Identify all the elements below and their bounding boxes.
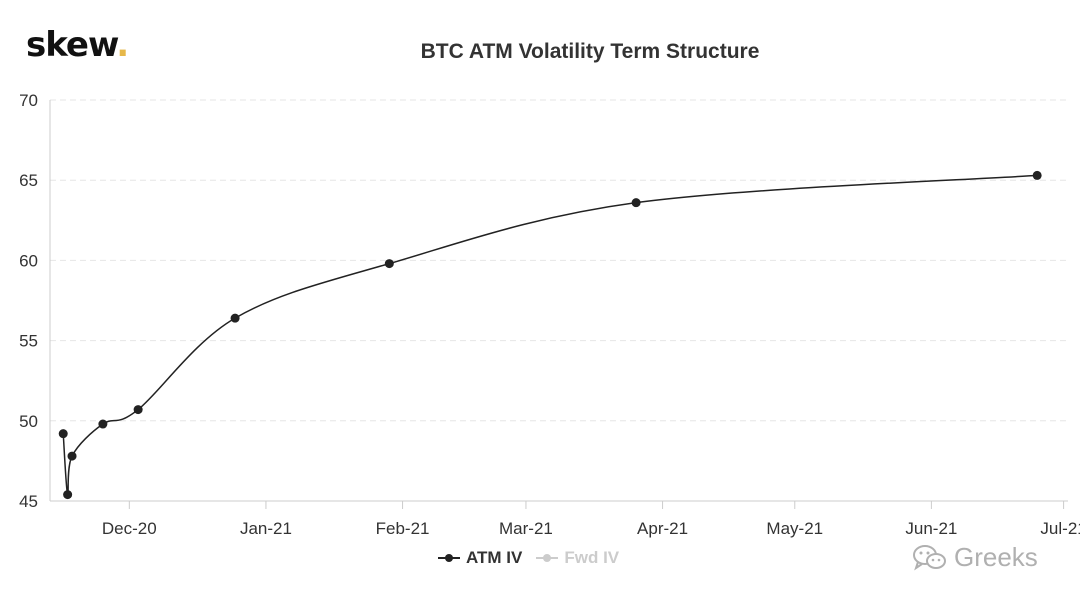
y-tick-label-60: 60 xyxy=(19,251,38,270)
data-point-atm-iv-3[interactable] xyxy=(98,419,108,429)
data-point-atm-iv-7[interactable] xyxy=(631,198,641,208)
y-tick-label-45: 45 xyxy=(19,492,38,511)
x-tick-label-5: May-21 xyxy=(766,519,823,538)
data-point-atm-iv-5[interactable] xyxy=(230,313,240,323)
watermark-text: Greeks xyxy=(954,542,1038,572)
wechat-icon xyxy=(913,544,946,570)
x-tick-label-2: Feb-21 xyxy=(376,519,430,538)
legend-swatch-fwd-iv xyxy=(536,552,559,564)
data-point-atm-iv-6[interactable] xyxy=(384,259,394,269)
skew-logo: skew. xyxy=(26,25,129,65)
data-point-atm-iv-0[interactable] xyxy=(58,429,68,439)
legend-item-atm-iv[interactable]: ATM IV xyxy=(438,548,522,568)
chart-legend: ATM IV Fwd IV xyxy=(438,548,619,568)
x-tick-label-1: Jan-21 xyxy=(240,519,292,538)
x-tick-label-3: Mar-21 xyxy=(499,519,553,538)
data-point-atm-iv-4[interactable] xyxy=(133,405,143,415)
legend-item-fwd-iv[interactable]: Fwd IV xyxy=(536,548,619,568)
legend-label-fwd-iv: Fwd IV xyxy=(564,548,620,567)
data-point-atm-iv-2[interactable] xyxy=(67,451,77,461)
y-tick-label-65: 65 xyxy=(19,171,38,190)
grid-layer xyxy=(50,99,1068,422)
series-layer xyxy=(62,174,1038,496)
y-tick-label-55: 55 xyxy=(19,332,38,351)
series-line-atm-iv xyxy=(62,174,1038,496)
x-tick-label-7: Jul-21 xyxy=(1040,519,1080,538)
logo-dot: . xyxy=(116,25,129,65)
legend-label-atm-iv: ATM IV xyxy=(466,548,523,567)
data-point-atm-iv-8[interactable] xyxy=(1032,170,1042,180)
points-layer xyxy=(58,170,1042,500)
x-tick-label-0: Dec-20 xyxy=(102,519,157,538)
legend-swatch-atm-iv xyxy=(438,552,460,564)
x-tick-label-6: Jun-21 xyxy=(905,519,957,538)
x-tick-label-4: Apr-21 xyxy=(637,519,688,538)
logo-text: skew xyxy=(26,25,117,65)
y-tick-label-70: 70 xyxy=(19,91,38,110)
axis-layer: 45 50 55 60 65 70 Dec-20 Jan-21 Feb-21 Mar-21 Apr-… xyxy=(19,91,1080,538)
y-tick-label-50: 50 xyxy=(19,412,38,431)
watermark: Greeks xyxy=(912,542,1038,573)
data-point-atm-iv-1[interactable] xyxy=(63,490,73,500)
chart-title: BTC ATM Volatility Term Structure xyxy=(420,40,760,63)
